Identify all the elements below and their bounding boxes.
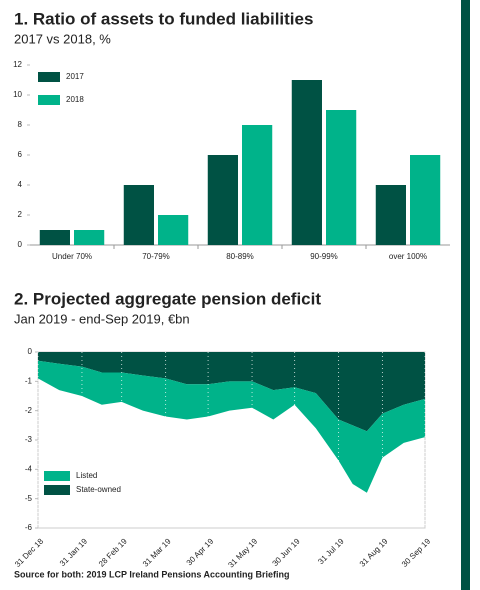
y-tick-label: 12: [13, 60, 22, 69]
side-bar: [461, 0, 470, 590]
bar: [207, 155, 238, 245]
legend-swatch: [38, 95, 60, 105]
legend-swatch: [44, 471, 70, 481]
x-tick-label: 31 Jul 19: [316, 536, 346, 566]
x-tick-label: 28 Feb 19: [97, 536, 129, 568]
chart-subtitle: Jan 2019 - end-Sep 2019, €bn: [14, 311, 190, 326]
y-tick-label: 4: [18, 180, 23, 189]
legend-label: 2017: [66, 72, 84, 81]
x-tick-label: 31 Jan 19: [58, 536, 90, 568]
y-tick-label: 2: [18, 210, 23, 219]
legend-label: State-owned: [76, 485, 121, 494]
bar: [410, 155, 441, 245]
bar: [123, 185, 154, 245]
area: [38, 360, 425, 493]
source-note: Source for both: 2019 LCP Ireland Pensio…: [14, 569, 290, 579]
bar: [291, 80, 322, 245]
x-tick-label: 30 Jun 19: [271, 536, 303, 568]
y-tick-label: -5: [25, 494, 33, 503]
y-tick-label: -2: [25, 406, 33, 415]
y-tick-label: 6: [18, 150, 23, 159]
x-tick-label: 80-89%: [226, 252, 254, 261]
x-tick-label: 30 Apr 19: [185, 536, 216, 567]
y-tick-label: -4: [25, 464, 33, 473]
area: [38, 352, 425, 432]
bar: [242, 125, 273, 245]
legend-swatch: [38, 72, 60, 82]
chart-title: 2. Projected aggregate pension deficit: [14, 289, 321, 308]
legend-label: Listed: [76, 471, 97, 480]
x-tick-label: 70-79%: [142, 252, 170, 261]
x-tick-label: 31 Dec 18: [13, 536, 46, 569]
x-tick-label: 31 Mar 19: [141, 536, 173, 568]
y-tick-label: 0: [18, 240, 23, 249]
y-tick-label: -6: [25, 523, 33, 532]
bar: [326, 110, 357, 245]
legend-swatch: [44, 485, 70, 495]
chart-subtitle: 2017 vs 2018, %: [14, 31, 111, 46]
bar: [158, 215, 189, 245]
x-tick-label: Under 70%: [52, 252, 92, 261]
x-tick-label: over 100%: [389, 252, 427, 261]
x-tick-label: 30 Sep 19: [400, 536, 433, 569]
y-tick-label: 10: [13, 90, 22, 99]
y-tick-label: -1: [25, 376, 33, 385]
legend-label: 2018: [66, 95, 84, 104]
chart-title: 1. Ratio of assets to funded liabilities: [14, 9, 313, 28]
y-tick-label: -3: [25, 435, 33, 444]
y-tick-label: 0: [28, 347, 33, 356]
x-tick-label: 31 Aug 19: [358, 536, 390, 568]
x-tick-label: 90-99%: [310, 252, 338, 261]
bar: [74, 230, 105, 245]
x-tick-label: 31 May 19: [226, 536, 259, 569]
bar: [39, 230, 70, 245]
y-tick-label: 8: [18, 120, 23, 129]
bar: [375, 185, 406, 245]
